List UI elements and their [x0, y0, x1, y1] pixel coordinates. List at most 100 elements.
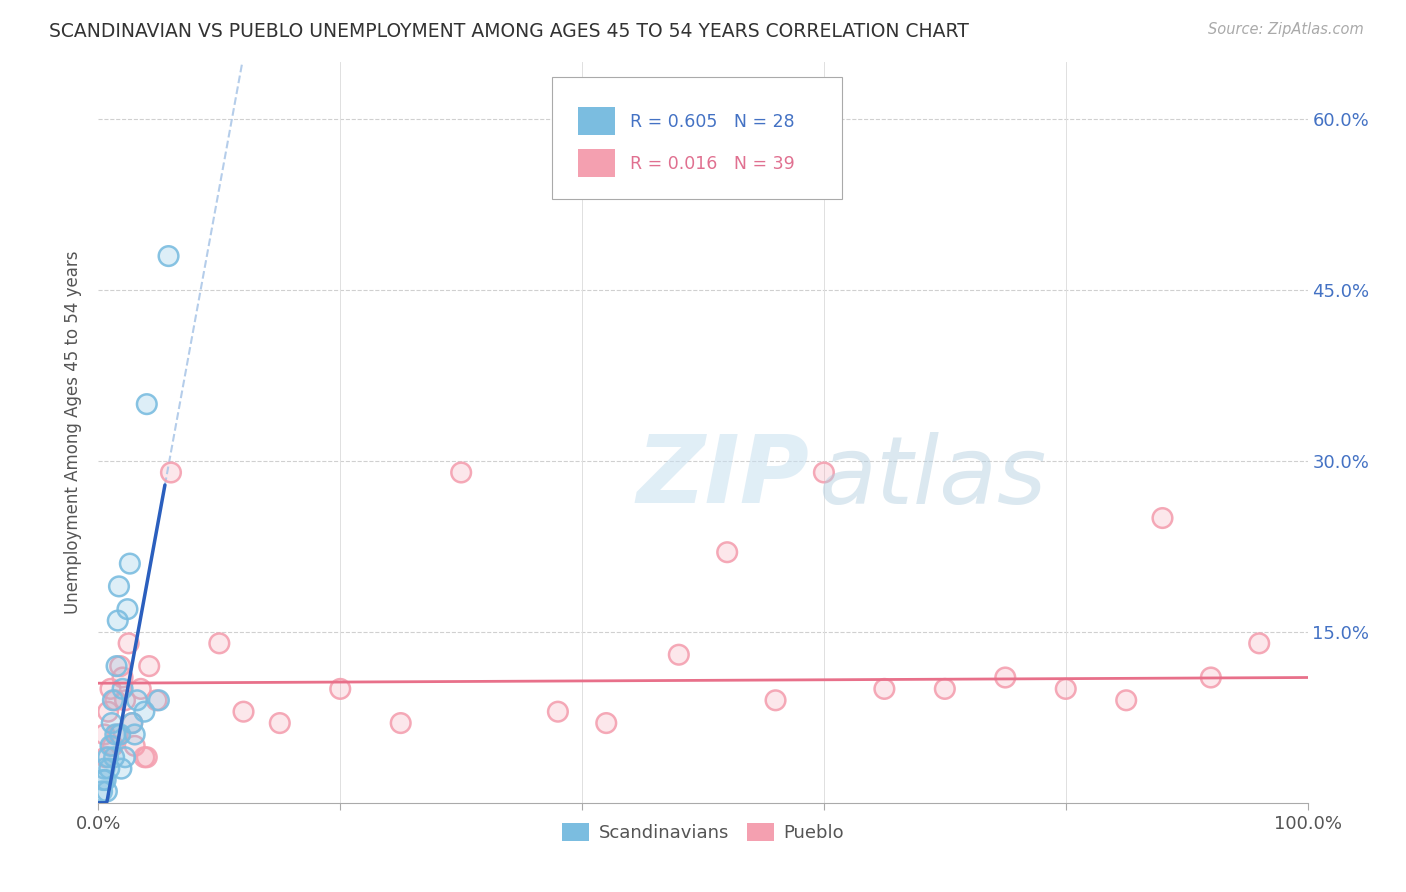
Point	[148, 693, 170, 707]
Point	[108, 579, 131, 593]
Point	[1199, 671, 1222, 685]
Point	[329, 681, 352, 696]
Point	[1249, 636, 1271, 650]
Point	[134, 705, 156, 719]
Point	[160, 466, 183, 480]
Point	[111, 671, 134, 685]
Point	[108, 727, 131, 741]
Point	[134, 750, 156, 764]
Point	[765, 693, 787, 707]
Point	[1249, 636, 1271, 650]
Point	[595, 716, 617, 731]
Point	[668, 648, 690, 662]
Point	[93, 727, 115, 741]
Point	[121, 716, 143, 731]
Point	[994, 671, 1017, 685]
Point	[232, 705, 254, 719]
Point	[716, 545, 738, 559]
Bar	[578, 107, 614, 135]
Point	[232, 705, 254, 719]
Point	[934, 681, 956, 696]
Point	[127, 693, 149, 707]
Point	[94, 772, 117, 787]
Point	[94, 772, 117, 787]
Point	[105, 659, 128, 673]
Bar	[578, 149, 614, 178]
Point	[145, 693, 167, 707]
Point	[96, 784, 118, 798]
Point	[138, 659, 160, 673]
Point	[934, 681, 956, 696]
Point	[595, 716, 617, 731]
Point	[269, 716, 291, 731]
Point	[96, 784, 118, 798]
Text: SCANDINAVIAN VS PUEBLO UNEMPLOYMENT AMONG AGES 45 TO 54 YEARS CORRELATION CHART: SCANDINAVIAN VS PUEBLO UNEMPLOYMENT AMON…	[49, 22, 969, 41]
Point	[91, 784, 114, 798]
Point	[97, 705, 120, 719]
Point	[104, 727, 127, 741]
Text: Source: ZipAtlas.com: Source: ZipAtlas.com	[1208, 22, 1364, 37]
Point	[111, 671, 134, 685]
Point	[111, 681, 134, 696]
Point	[91, 772, 114, 787]
Text: atlas: atlas	[818, 432, 1046, 523]
Point	[108, 579, 131, 593]
Point	[765, 693, 787, 707]
Point	[114, 750, 136, 764]
Point	[129, 681, 152, 696]
Point	[135, 750, 157, 764]
Point	[111, 681, 134, 696]
Point	[114, 750, 136, 764]
Point	[107, 614, 129, 628]
Point	[994, 671, 1017, 685]
FancyBboxPatch shape	[551, 78, 842, 200]
Point	[121, 716, 143, 731]
Point	[138, 659, 160, 673]
Point	[716, 545, 738, 559]
Point	[813, 466, 835, 480]
Point	[101, 739, 124, 753]
Point	[108, 727, 131, 741]
Point	[94, 750, 117, 764]
Point	[118, 636, 141, 650]
Point	[134, 750, 156, 764]
Point	[117, 602, 139, 616]
Point	[157, 249, 180, 263]
Point	[100, 681, 122, 696]
Point	[104, 727, 127, 741]
Point	[329, 681, 352, 696]
Point	[100, 716, 122, 731]
Point	[450, 466, 472, 480]
Point	[94, 750, 117, 764]
Point	[97, 750, 120, 764]
Point	[97, 750, 120, 764]
Point	[93, 727, 115, 741]
Point	[135, 397, 157, 411]
Point	[114, 693, 136, 707]
Point	[118, 557, 141, 571]
Point	[547, 705, 569, 719]
Point	[98, 762, 121, 776]
Point	[129, 681, 152, 696]
Point	[107, 727, 129, 741]
Point	[93, 762, 115, 776]
Point	[269, 716, 291, 731]
Point	[135, 750, 157, 764]
Point	[107, 614, 129, 628]
Point	[108, 659, 131, 673]
Point	[208, 636, 231, 650]
Point	[107, 727, 129, 741]
Point	[124, 727, 146, 741]
Point	[98, 762, 121, 776]
Point	[1152, 511, 1174, 525]
Point	[101, 739, 124, 753]
Point	[100, 739, 122, 753]
Point	[389, 716, 412, 731]
Point	[104, 693, 127, 707]
Text: R = 0.016   N = 39: R = 0.016 N = 39	[630, 155, 796, 173]
Point	[547, 705, 569, 719]
Text: ZIP: ZIP	[637, 431, 810, 523]
Point	[103, 750, 125, 764]
Point	[1115, 693, 1137, 707]
Text: R = 0.605   N = 28: R = 0.605 N = 28	[630, 112, 794, 130]
